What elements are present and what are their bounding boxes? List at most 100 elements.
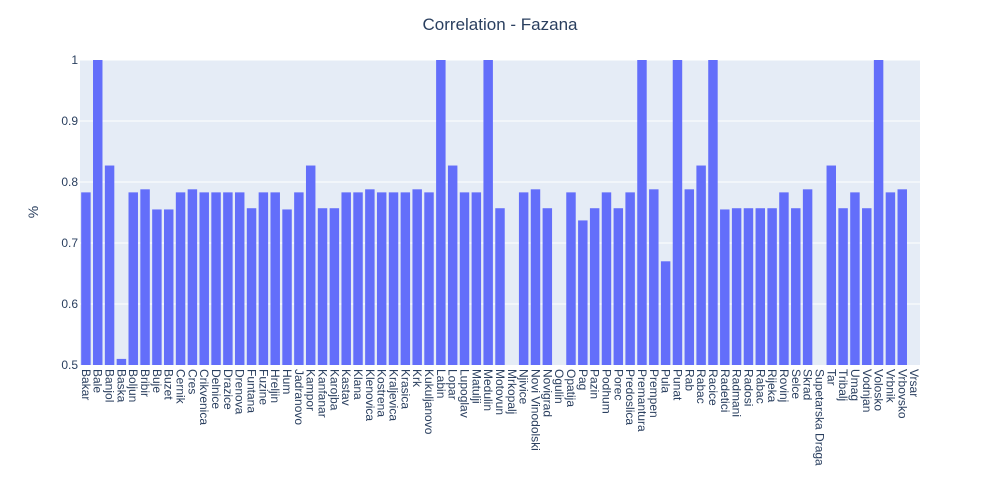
bar [93,60,103,365]
bar [542,208,553,365]
x-tick-label: Pula [659,369,673,393]
bar [720,209,730,365]
x-tick-label: Predoslica [623,369,637,425]
bar [164,209,174,365]
x-tick-label: Tar [824,369,838,386]
bar [637,60,647,365]
bar [731,208,742,365]
x-tick-label: Baska [114,369,128,403]
x-tick-label: Vrsar [907,369,921,397]
x-tick-label: Klenovica [363,369,377,421]
bar [234,192,245,365]
bar [589,208,600,365]
x-tick-label: Podhum [599,369,613,414]
bar [495,208,505,365]
bar [873,60,884,365]
bar [305,165,316,365]
x-tick-label: Klana [351,369,365,400]
x-tick-label: Hum [280,369,294,394]
x-tick-label: Bakar [79,369,93,400]
bar [483,60,493,365]
bar [802,189,813,365]
x-tick-label: Rovinj [777,369,791,402]
x-tick-label: Hreljin [268,369,282,403]
bar [175,192,186,365]
bar [128,192,138,365]
x-tick-label: Crikvenica [197,369,211,425]
x-tick-label: Premantura [635,369,649,432]
bar [791,208,801,365]
x-tick-label: Cernik [174,369,188,405]
bar [388,192,399,365]
x-tick-label: Delnice [209,369,223,409]
x-tick-label: Fuzine [256,369,270,405]
bar [211,192,221,365]
x-tick-label: Punat [670,369,684,401]
x-tick-label: Matulji [469,369,483,404]
bar [365,189,375,365]
bar [708,60,718,365]
x-tick-label: Kraljevica [387,369,401,421]
x-tick-label: Jadranovo [292,369,306,425]
chart-title: Correlation - Fazana [423,15,579,34]
x-tick-label: Medulin [481,369,495,411]
x-tick-label: Novi Vinodolski [528,369,542,451]
x-tick-label: Supetarska Draga [812,369,826,466]
x-axis-ticks: BakarBaleBanjolBaskaBoljunBribirBujeBuze… [79,369,921,466]
x-tick-label: Kastav [339,369,353,406]
x-tick-label: Mrkopalj [505,369,519,414]
bar [767,208,777,365]
x-tick-label: Rabac [694,369,708,404]
bar [116,358,127,365]
x-tick-label: Motovun [493,369,507,415]
bar [436,60,446,365]
bar [862,208,872,365]
bar [625,192,635,365]
bar [246,208,257,365]
bar [696,165,706,365]
bar [294,192,304,365]
x-tick-label: Vodnjan [860,369,874,412]
x-tick-label: Porec [611,369,625,400]
x-tick-label: Banjol [103,369,117,402]
x-tick-label: Kostrena [375,369,389,417]
bar [376,192,387,365]
x-tick-label: Volosko [872,369,886,411]
bar [140,189,150,365]
bars [81,60,907,365]
x-tick-label: Drenova [233,369,247,415]
bar [779,192,789,365]
x-tick-label: Novigrad [540,369,554,417]
bar [578,220,588,365]
bar [223,192,233,365]
x-tick-label: Krk [410,369,424,388]
bar [152,209,162,365]
bar [341,192,351,365]
x-tick-label: Vrbnik [883,369,897,404]
x-tick-label: Kampor [304,369,318,411]
x-tick-label: Funtana [245,369,259,413]
x-tick-label: Labin [434,369,448,398]
x-tick-label: Kanfanar [316,369,330,418]
x-tick-label: Radetici [718,369,732,412]
x-tick-label: Boljun [126,369,140,402]
bar [660,261,671,365]
x-tick-label: Rab [682,369,696,391]
bar [424,192,434,365]
bar [566,192,576,365]
bar [199,192,209,365]
bar [601,192,612,365]
y-tick-label: 0.7 [61,236,78,250]
bar [684,189,695,365]
x-tick-label: Umag [848,369,862,401]
x-tick-label: Drazice [221,369,235,410]
y-tick-label: 0.8 [61,175,78,189]
x-tick-label: Radmani [730,369,744,417]
bar [850,192,860,365]
x-tick-label: Rabac [753,369,767,404]
y-axis-ticks: 0.5 0.6 0.7 0.8 0.9 1 [61,53,78,372]
bar [317,208,328,365]
bar [270,192,280,365]
x-tick-label: Vrbovsko [895,369,909,419]
y-tick-label: 0.9 [61,114,78,128]
